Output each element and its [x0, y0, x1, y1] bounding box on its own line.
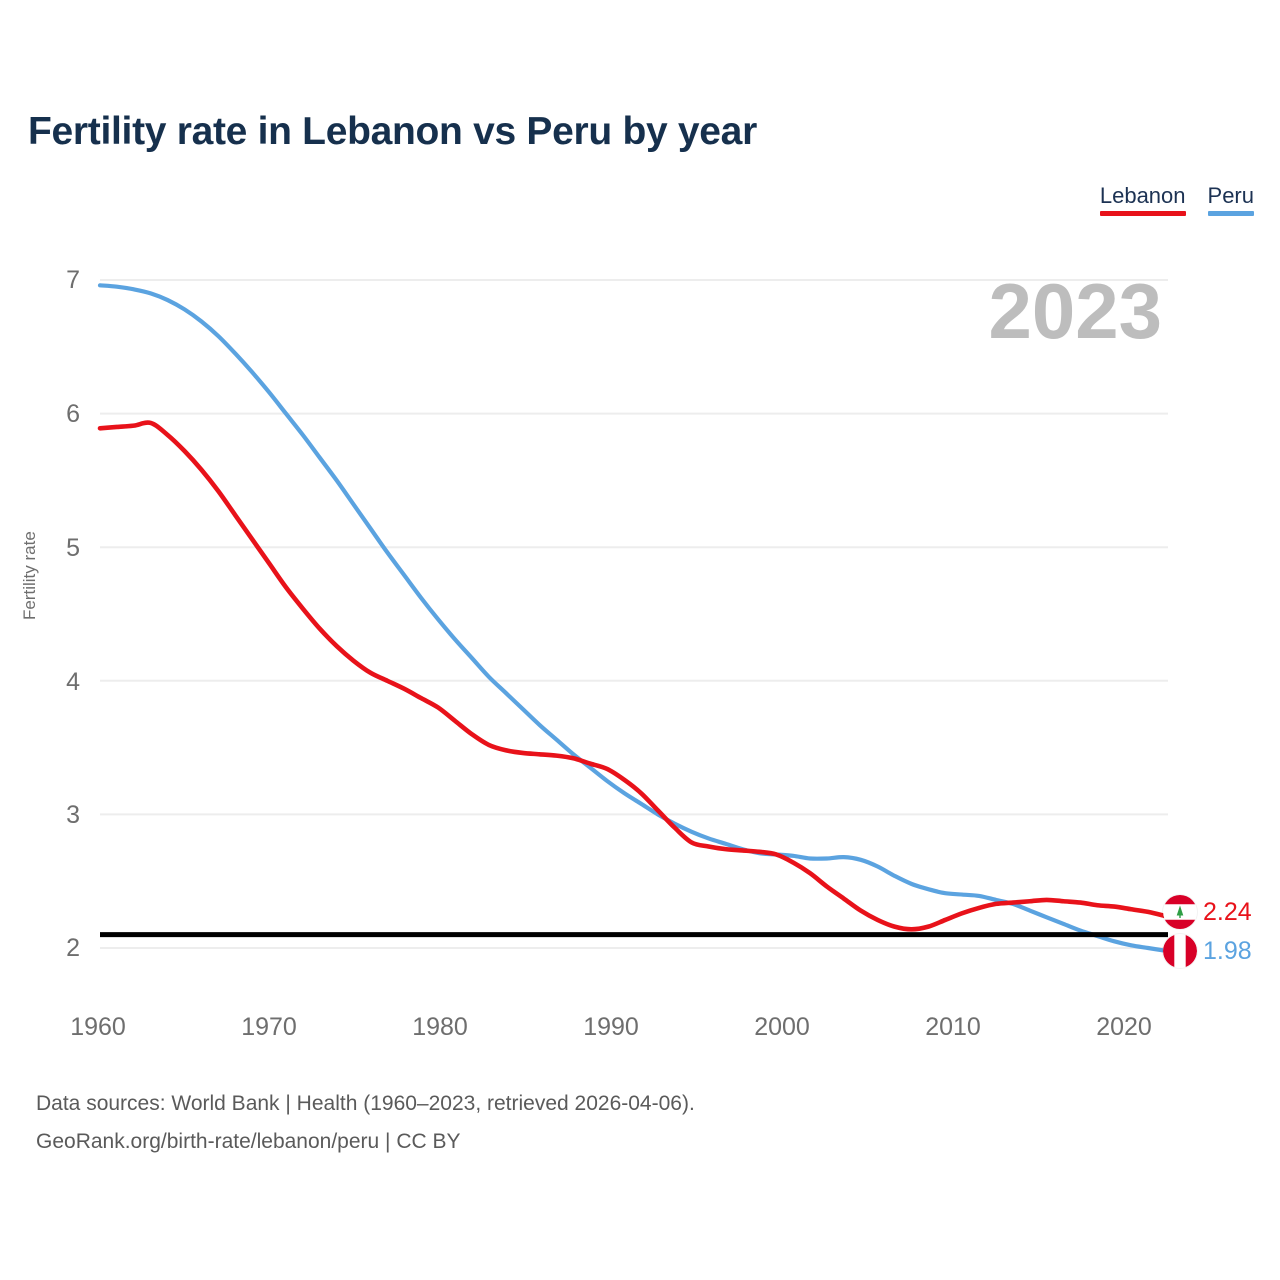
- x-axis-tick-1970: 1970: [241, 1013, 297, 1041]
- x-axis-tick-2020: 2020: [1096, 1013, 1152, 1041]
- y-axis-tick-6: 6: [66, 400, 80, 428]
- y-axis-tick-3: 3: [66, 801, 80, 829]
- lebanon-flag-icon: [1163, 895, 1197, 929]
- endpoint-value-lebanon: 2.24: [1203, 897, 1252, 926]
- x-axis-tick-1980: 1980: [412, 1013, 468, 1041]
- gridlines: [100, 279, 1168, 949]
- legend-label-peru: Peru: [1207, 183, 1254, 208]
- chart-legend: Lebanon Peru: [1099, 183, 1254, 216]
- y-axis-tick-4: 4: [66, 668, 80, 696]
- x-axis-tick-2000: 2000: [754, 1013, 810, 1041]
- x-axis-tick-1960: 1960: [70, 1013, 126, 1041]
- legend-color-swatch-peru: [1207, 211, 1254, 216]
- footer: Data sources: World Bank | Health (1960–…: [36, 1085, 695, 1161]
- footer-data-sources: Data sources: World Bank | Health (1960–…: [36, 1092, 695, 1115]
- footer-attribution: GeoRank.org/birth-rate/lebanon/peru | CC…: [36, 1130, 461, 1153]
- legend-item-lebanon[interactable]: Lebanon: [1099, 183, 1186, 216]
- legend-color-swatch-lebanon: [1099, 211, 1186, 216]
- endpoint-lebanon: 2.24: [1163, 895, 1252, 929]
- series-line-peru: [97, 283, 1168, 953]
- y-axis-tick-2: 2: [66, 934, 80, 962]
- x-axis-tick-2010: 2010: [925, 1013, 981, 1041]
- peru-flag-icon: [1163, 934, 1197, 968]
- legend-item-peru[interactable]: Peru: [1207, 183, 1254, 216]
- year-watermark: 2023: [988, 267, 1162, 355]
- series-line-lebanon: [97, 420, 1168, 932]
- endpoint-peru: 1.98: [1163, 934, 1252, 968]
- y-axis-tick-5: 5: [66, 534, 80, 562]
- endpoint-value-peru: 1.98: [1203, 936, 1252, 965]
- y-axis-tick-7: 7: [66, 266, 80, 294]
- legend-label-lebanon: Lebanon: [1099, 183, 1186, 208]
- page-title: Fertility rate in Lebanon vs Peru by yea…: [28, 110, 757, 153]
- x-axis-tick-1990: 1990: [583, 1013, 639, 1041]
